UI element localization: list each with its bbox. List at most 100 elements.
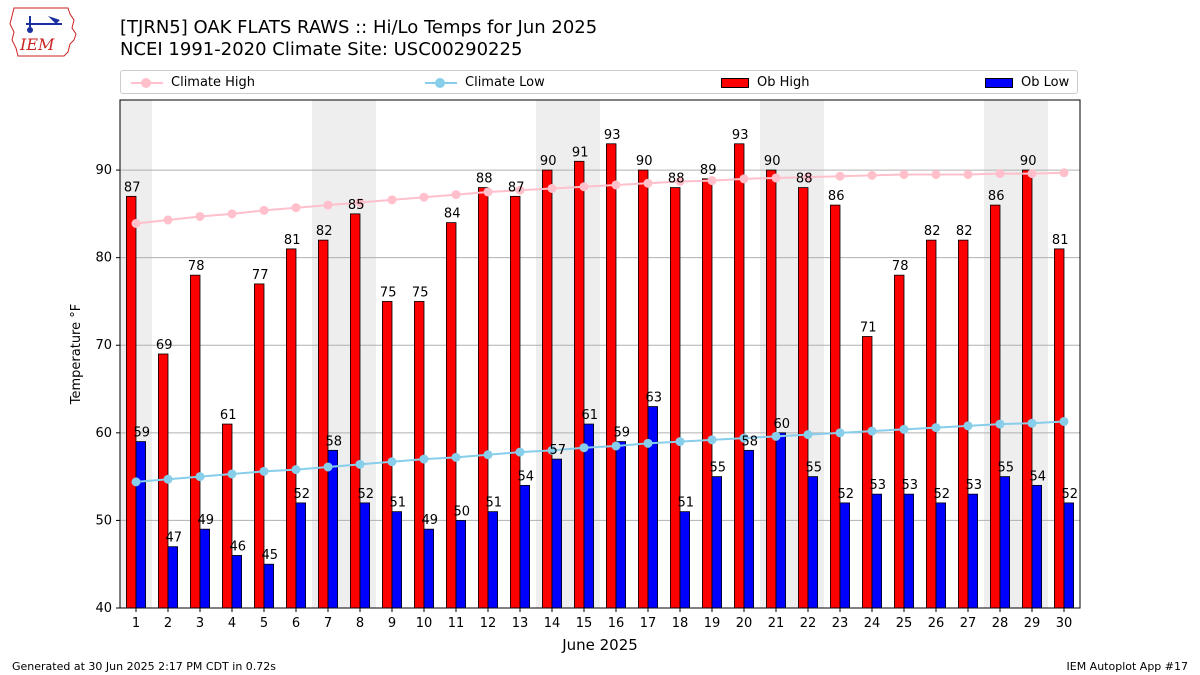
ob-high-bar	[574, 160, 585, 609]
ob-high-bar	[509, 195, 521, 609]
climate-high-point	[803, 172, 813, 182]
x-tick-label: 28	[992, 616, 1009, 631]
ob-low-value-label: 52	[1062, 487, 1079, 502]
climate-high-point	[899, 169, 909, 179]
ob-high-value-label: 85	[348, 198, 365, 213]
ob-low-value-label: 63	[646, 391, 663, 406]
climate-high-point	[291, 203, 301, 213]
ob-high-value-label: 90	[636, 154, 653, 169]
climate-high-line	[135, 171, 1065, 225]
climate-low-point	[419, 454, 429, 464]
ob-low-value-label: 55	[710, 461, 727, 476]
climate-high-point	[195, 211, 205, 221]
ob-high-bar	[766, 169, 777, 609]
x-tick-label: 23	[832, 616, 849, 631]
climate-high-point	[963, 169, 973, 179]
climate-low-point	[195, 472, 205, 482]
climate-low-point	[643, 438, 653, 448]
ob-high-value-label: 78	[892, 259, 909, 274]
climate-high-point	[1059, 168, 1069, 178]
y-tick-label: 60	[95, 426, 112, 441]
ob-high-bar	[958, 239, 969, 609]
ob-high-bar	[477, 187, 489, 609]
ob-low-value-label: 53	[870, 478, 887, 493]
bars	[126, 143, 1075, 609]
x-tick-label: 6	[292, 616, 300, 631]
y-tick-label: 50	[95, 513, 112, 528]
legend-label: Ob Low	[1021, 75, 1070, 90]
weekend-shade-day-15	[568, 100, 600, 608]
ob-low-value-label: 50	[454, 504, 471, 519]
ob-high-value-label: 75	[380, 285, 397, 300]
ob-low-value-label: 52	[358, 487, 375, 502]
weekend-shade-day-29	[1016, 100, 1048, 608]
ob-low-bar	[679, 511, 691, 609]
ob-low-bar	[551, 458, 563, 609]
ob-high-value-label: 81	[284, 233, 301, 248]
weekend-shade-day-22	[792, 100, 824, 608]
ob-high-value-label: 82	[956, 224, 973, 239]
ob-high-value-label: 88	[668, 172, 685, 187]
x-tick-label: 18	[672, 616, 689, 631]
weekend-shade-day-8	[344, 100, 376, 608]
x-tick-label: 21	[768, 616, 785, 631]
ob-high-bar	[862, 336, 873, 609]
ob-high-value-label: 84	[444, 207, 461, 222]
x-tick-label: 2	[164, 616, 172, 631]
ob-low-value-label: 54	[1030, 469, 1047, 484]
weekend-shade-day-14	[536, 100, 568, 608]
ob-high-value-label: 69	[156, 338, 173, 353]
ob-low-bar	[647, 406, 659, 609]
ob-high-bar	[126, 195, 137, 609]
svg-text:IEM: IEM	[19, 35, 55, 54]
x-tick-label: 27	[960, 616, 977, 631]
ob-high-value-label: 77	[252, 268, 269, 283]
x-tick-label: 17	[640, 616, 657, 631]
ob-low-bar	[807, 476, 819, 609]
ob-low-value-label: 59	[134, 426, 151, 441]
climate-low-point	[707, 435, 717, 445]
climate-high-point	[547, 183, 557, 193]
ob-high-bar	[606, 143, 617, 609]
climate-high-point	[483, 187, 493, 197]
legend-climate-high-marker	[141, 78, 151, 88]
ob-low-value-label: 51	[678, 496, 695, 511]
climate-high-point	[163, 215, 173, 225]
ob-high-bar	[221, 423, 233, 609]
chart-title: [TJRN5] OAK FLATS RAWS :: Hi/Lo Temps fo…	[120, 17, 598, 38]
ob-high-value-label: 90	[1020, 154, 1037, 169]
ob-low-bar	[423, 528, 435, 609]
x-tick-label: 5	[260, 616, 268, 631]
x-tick-label: 30	[1056, 616, 1073, 631]
ob-low-bar	[967, 493, 979, 609]
climate-low-point	[835, 428, 845, 438]
x-tick-label: 9	[388, 616, 396, 631]
climate-low-point	[355, 459, 365, 469]
ob-low-bar	[487, 511, 499, 609]
chart-subtitle: NCEI 1991-2020 Climate Site: USC00290225	[120, 39, 523, 60]
iem-logo: IEM	[9, 7, 77, 57]
ob-low-bar	[167, 546, 179, 609]
ob-high-bar	[798, 187, 809, 609]
y-tick-label: 40	[95, 601, 112, 616]
climate-low-point	[163, 474, 173, 484]
climate-high-point	[771, 173, 781, 183]
ob-high-bar	[542, 169, 553, 609]
climate-high-point	[835, 171, 845, 181]
climate-high-point	[227, 209, 237, 219]
ob-low-value-label: 52	[294, 487, 311, 502]
ob-high-bar	[734, 143, 745, 609]
ob-high-bar	[349, 213, 361, 609]
ob-low-value-label: 51	[486, 496, 503, 511]
ob-low-value-label: 58	[326, 434, 343, 449]
ob-low-bar	[615, 441, 627, 609]
ob-high-value-label: 88	[476, 172, 493, 187]
x-tick-label: 24	[864, 616, 881, 631]
weekend-shade-day-28	[984, 100, 1016, 608]
ob-high-bar	[670, 187, 681, 609]
ob-low-value-label: 49	[198, 513, 215, 528]
ob-low-value-label: 47	[166, 531, 183, 546]
climate-low-point	[547, 445, 557, 455]
